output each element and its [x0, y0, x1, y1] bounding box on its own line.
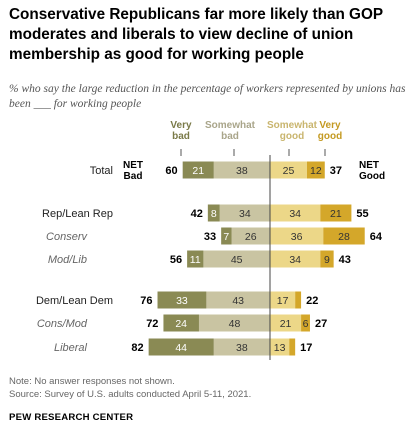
net-bad-value: 56 — [170, 254, 182, 266]
label-very-good: 28 — [338, 231, 350, 243]
label-somewhat-good: 34 — [289, 254, 301, 266]
net-bad-value: 60 — [165, 165, 177, 177]
legend-very-bad: Very bad — [170, 120, 192, 142]
label-somewhat-good: 21 — [280, 318, 292, 330]
bar-very-bad — [187, 250, 204, 268]
label-very-bad: 24 — [175, 318, 187, 330]
bar-somewhat-bad — [231, 227, 270, 245]
net-good-value: 43 — [339, 254, 351, 266]
bar-very-good — [301, 314, 310, 332]
net-good-label: NET Good — [359, 160, 385, 182]
chart-title: Conservative Republicans far more likely… — [9, 6, 383, 63]
legend-somewhat-bad: Somewhat bad — [205, 120, 256, 142]
net-bad-label: NET Bad — [123, 160, 143, 182]
label-very-bad: 21 — [192, 165, 204, 177]
bar-somewhat-good — [270, 204, 321, 222]
label-somewhat-good: 36 — [291, 231, 303, 243]
label-very-bad: 11 — [190, 254, 201, 266]
net-good-value: 37 — [330, 165, 342, 177]
bar-somewhat-good — [270, 314, 302, 332]
bar-somewhat-bad — [213, 161, 270, 179]
chart-subtitle: % who say the large reduction in the per… — [9, 83, 406, 110]
label-somewhat-bad: 26 — [245, 231, 257, 243]
label-somewhat-bad: 38 — [236, 342, 248, 354]
bar-very-bad — [221, 227, 232, 245]
org-name: PEW RESEARCH CENTER — [9, 412, 134, 423]
label-somewhat-good: 34 — [289, 208, 301, 220]
legend-somewhat-good: Somewhat good — [267, 120, 318, 142]
net-bad-value: 72 — [146, 318, 158, 330]
label-somewhat-good: 13 — [274, 342, 286, 354]
label-very-bad: 7 — [223, 231, 229, 243]
label-somewhat-bad: 45 — [231, 254, 243, 266]
category-label: Conserv — [46, 231, 88, 243]
net-bad-value: 82 — [131, 342, 143, 354]
label-very-good: 9 — [324, 254, 330, 266]
category-label: Total — [90, 165, 113, 177]
label-very-good: 21 — [330, 208, 342, 220]
net-good-value: 22 — [306, 295, 318, 307]
net-good-value: 64 — [370, 231, 383, 243]
category-label: Cons/Mod — [37, 318, 88, 330]
bar-very-bad — [207, 204, 220, 222]
category-label: Dem/Lean Dem — [36, 295, 113, 307]
category-label: Mod/Lib — [48, 254, 87, 266]
bar-very-bad — [182, 161, 214, 179]
bar-somewhat-bad — [219, 204, 270, 222]
net-good-value: 27 — [315, 318, 327, 330]
bar-somewhat-bad — [213, 338, 270, 356]
net-bad-value: 33 — [204, 231, 216, 243]
bar-very-bad — [163, 314, 199, 332]
bar-somewhat-bad — [198, 314, 270, 332]
label-somewhat-bad: 43 — [232, 295, 244, 307]
bar-very-good — [289, 338, 296, 356]
label-somewhat-good: 17 — [277, 295, 289, 307]
bar-very-bad — [157, 291, 207, 309]
bar-very-good — [323, 227, 365, 245]
source-text: Source: Survey of U.S. adults conducted … — [9, 389, 252, 400]
net-bad-value: 76 — [140, 295, 152, 307]
label-very-bad: 8 — [211, 208, 217, 220]
bar-somewhat-good — [270, 338, 290, 356]
bar-somewhat-good — [270, 161, 307, 179]
label-somewhat-bad: 48 — [229, 318, 241, 330]
label-somewhat-bad: 34 — [239, 208, 251, 220]
bar-somewhat-good — [270, 291, 296, 309]
bar-somewhat-good — [270, 250, 321, 268]
net-bad-value: 42 — [191, 208, 203, 220]
category-label: Rep/Lean Rep — [42, 208, 113, 220]
bar-very-good — [307, 161, 325, 179]
label-very-bad: 44 — [175, 342, 187, 354]
bar-somewhat-bad — [206, 291, 270, 309]
label-very-good: 6 — [303, 318, 309, 330]
label-somewhat-bad: 38 — [236, 165, 248, 177]
legend-very-good: Very good — [318, 120, 342, 142]
net-good-value: 55 — [356, 208, 368, 220]
bar-very-bad — [148, 338, 214, 356]
bar-very-good — [295, 291, 302, 309]
bar-very-good — [320, 204, 352, 222]
bar-somewhat-good — [270, 227, 324, 245]
net-good-value: 17 — [300, 342, 312, 354]
bar-very-good — [320, 250, 334, 268]
bar-somewhat-bad — [203, 250, 270, 268]
note-text: Note: No answer responses not shown. — [9, 376, 175, 387]
category-label: Liberal — [54, 342, 88, 354]
label-very-bad: 33 — [176, 295, 188, 307]
label-very-good: 12 — [310, 165, 322, 177]
label-somewhat-good: 25 — [283, 165, 295, 177]
